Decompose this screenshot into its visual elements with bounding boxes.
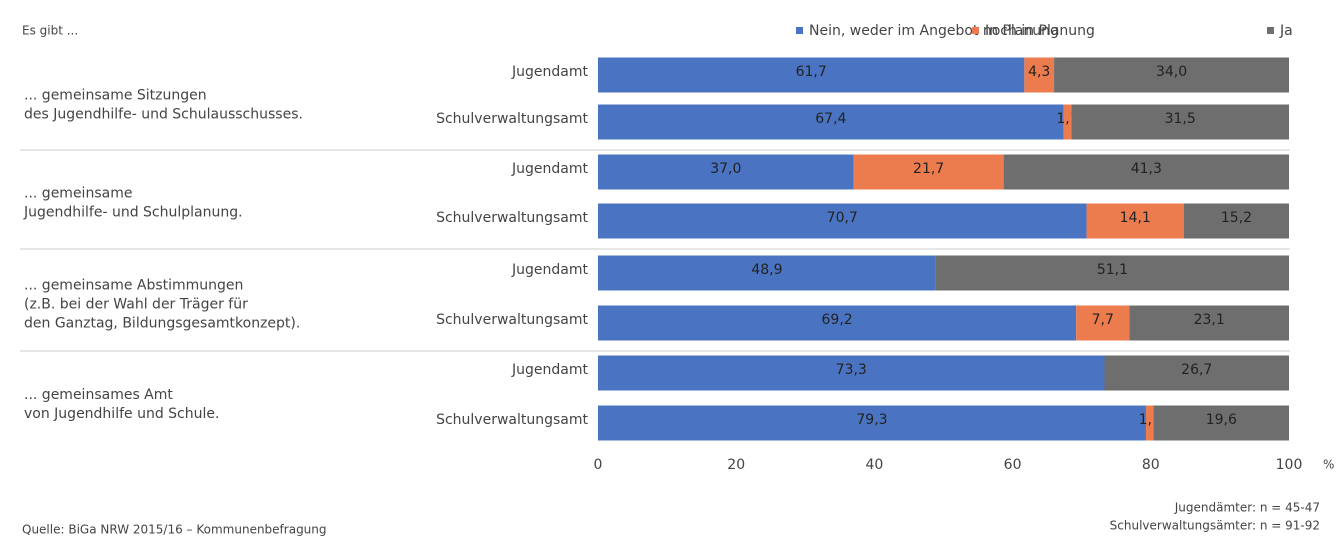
bar-segment (598, 57, 1025, 93)
header-label: Es gibt ... (22, 24, 78, 38)
x-tick-label: 100 (1276, 457, 1303, 473)
note: Schulverwaltungsämter: n = 91-92 (1110, 519, 1320, 533)
group-label: ... gemeinsame Abstimmungen (24, 278, 243, 294)
group-label: Jugendhilfe- und Schulplanung. (23, 205, 243, 221)
bar-segment (598, 305, 1077, 341)
legend-marker (1267, 27, 1274, 34)
value-label: 37,0 (710, 161, 741, 177)
bar-segment (1153, 405, 1289, 441)
value-label: 14,1 (1120, 210, 1151, 226)
group-label: den Ganztag, Bildungsgesamtkonzept). (24, 316, 300, 332)
x-tick-label: 60 (1004, 457, 1022, 473)
group-label: ... gemeinsames Amt (24, 387, 173, 403)
legend-marker (796, 27, 803, 34)
legend-marker (972, 27, 979, 34)
group-label: des Jugendhilfe- und Schulausschusses. (24, 107, 303, 123)
source: Quelle: BiGa NRW 2015/16 – Kommunenbefra… (22, 523, 327, 537)
group-label: (z.B. bei der Wahl der Träger für (24, 297, 248, 313)
value-label: 7,7 (1092, 312, 1114, 328)
bar-segment (853, 154, 1004, 190)
group-label: ... gemeinsame (24, 186, 132, 202)
legend-label: Ja (1279, 23, 1293, 39)
group-label: von Jugendhilfe und Schule. (24, 406, 219, 422)
value-label: 51,1 (1097, 262, 1128, 278)
bar-segment (1086, 203, 1184, 239)
bar-segment (935, 255, 1289, 291)
value-label: 73,3 (836, 362, 867, 378)
value-label: 41,3 (1131, 161, 1162, 177)
x-tick-label: 20 (727, 457, 745, 473)
value-label: 21,7 (913, 161, 944, 177)
value-label: 79,3 (856, 412, 887, 428)
legend-label: Nein, weder im Angebot noch in Planung (809, 23, 1095, 39)
bar-segment (1183, 203, 1289, 239)
bar-segment (1003, 154, 1289, 190)
bar-segment (1129, 305, 1289, 341)
x-unit: % (1323, 458, 1334, 472)
value-label: 15,2 (1221, 210, 1252, 226)
bar-segment (598, 355, 1105, 391)
bar-segment (1071, 104, 1289, 140)
category-label: Jugendamt (511, 161, 588, 177)
value-label: 31,5 (1165, 111, 1196, 127)
value-label: 23,1 (1194, 312, 1225, 328)
bar-segment (598, 203, 1087, 239)
category-label: Schulverwaltungsamt (436, 210, 588, 226)
legend-label: In Planung (985, 23, 1059, 39)
x-tick-label: 40 (865, 457, 883, 473)
value-label: 70,7 (827, 210, 858, 226)
value-label: 4,3 (1028, 64, 1050, 80)
category-label: Schulverwaltungsamt (436, 111, 588, 127)
note: Jugendämter: n = 45-47 (1174, 501, 1320, 515)
x-tick-label: 0 (594, 457, 603, 473)
category-label: Jugendamt (511, 64, 588, 80)
value-label: 34,0 (1156, 64, 1187, 80)
bar-segment (1063, 104, 1072, 140)
bar-segment (1145, 405, 1154, 441)
value-label: 67,4 (815, 111, 846, 127)
bar-segment (598, 405, 1146, 441)
bar-segment (598, 104, 1064, 140)
bar-segment (1024, 57, 1055, 93)
bar-segment (1076, 305, 1130, 341)
bar-segment (598, 255, 936, 291)
bar-segment (1054, 57, 1289, 93)
value-label: 19,6 (1206, 412, 1237, 428)
value-label: 48,9 (751, 262, 782, 278)
group-label: ... gemeinsame Sitzungen (24, 88, 207, 104)
category-label: Schulverwaltungsamt (436, 312, 588, 328)
x-tick-label: 80 (1142, 457, 1160, 473)
bar-segment (1104, 355, 1289, 391)
value-label: 26,7 (1181, 362, 1212, 378)
value-label: 61,7 (796, 64, 827, 80)
category-label: Jugendamt (511, 262, 588, 278)
bar-segment (598, 154, 854, 190)
value-label: 69,2 (822, 312, 853, 328)
category-label: Jugendamt (511, 362, 588, 378)
category-label: Schulverwaltungsamt (436, 412, 588, 428)
